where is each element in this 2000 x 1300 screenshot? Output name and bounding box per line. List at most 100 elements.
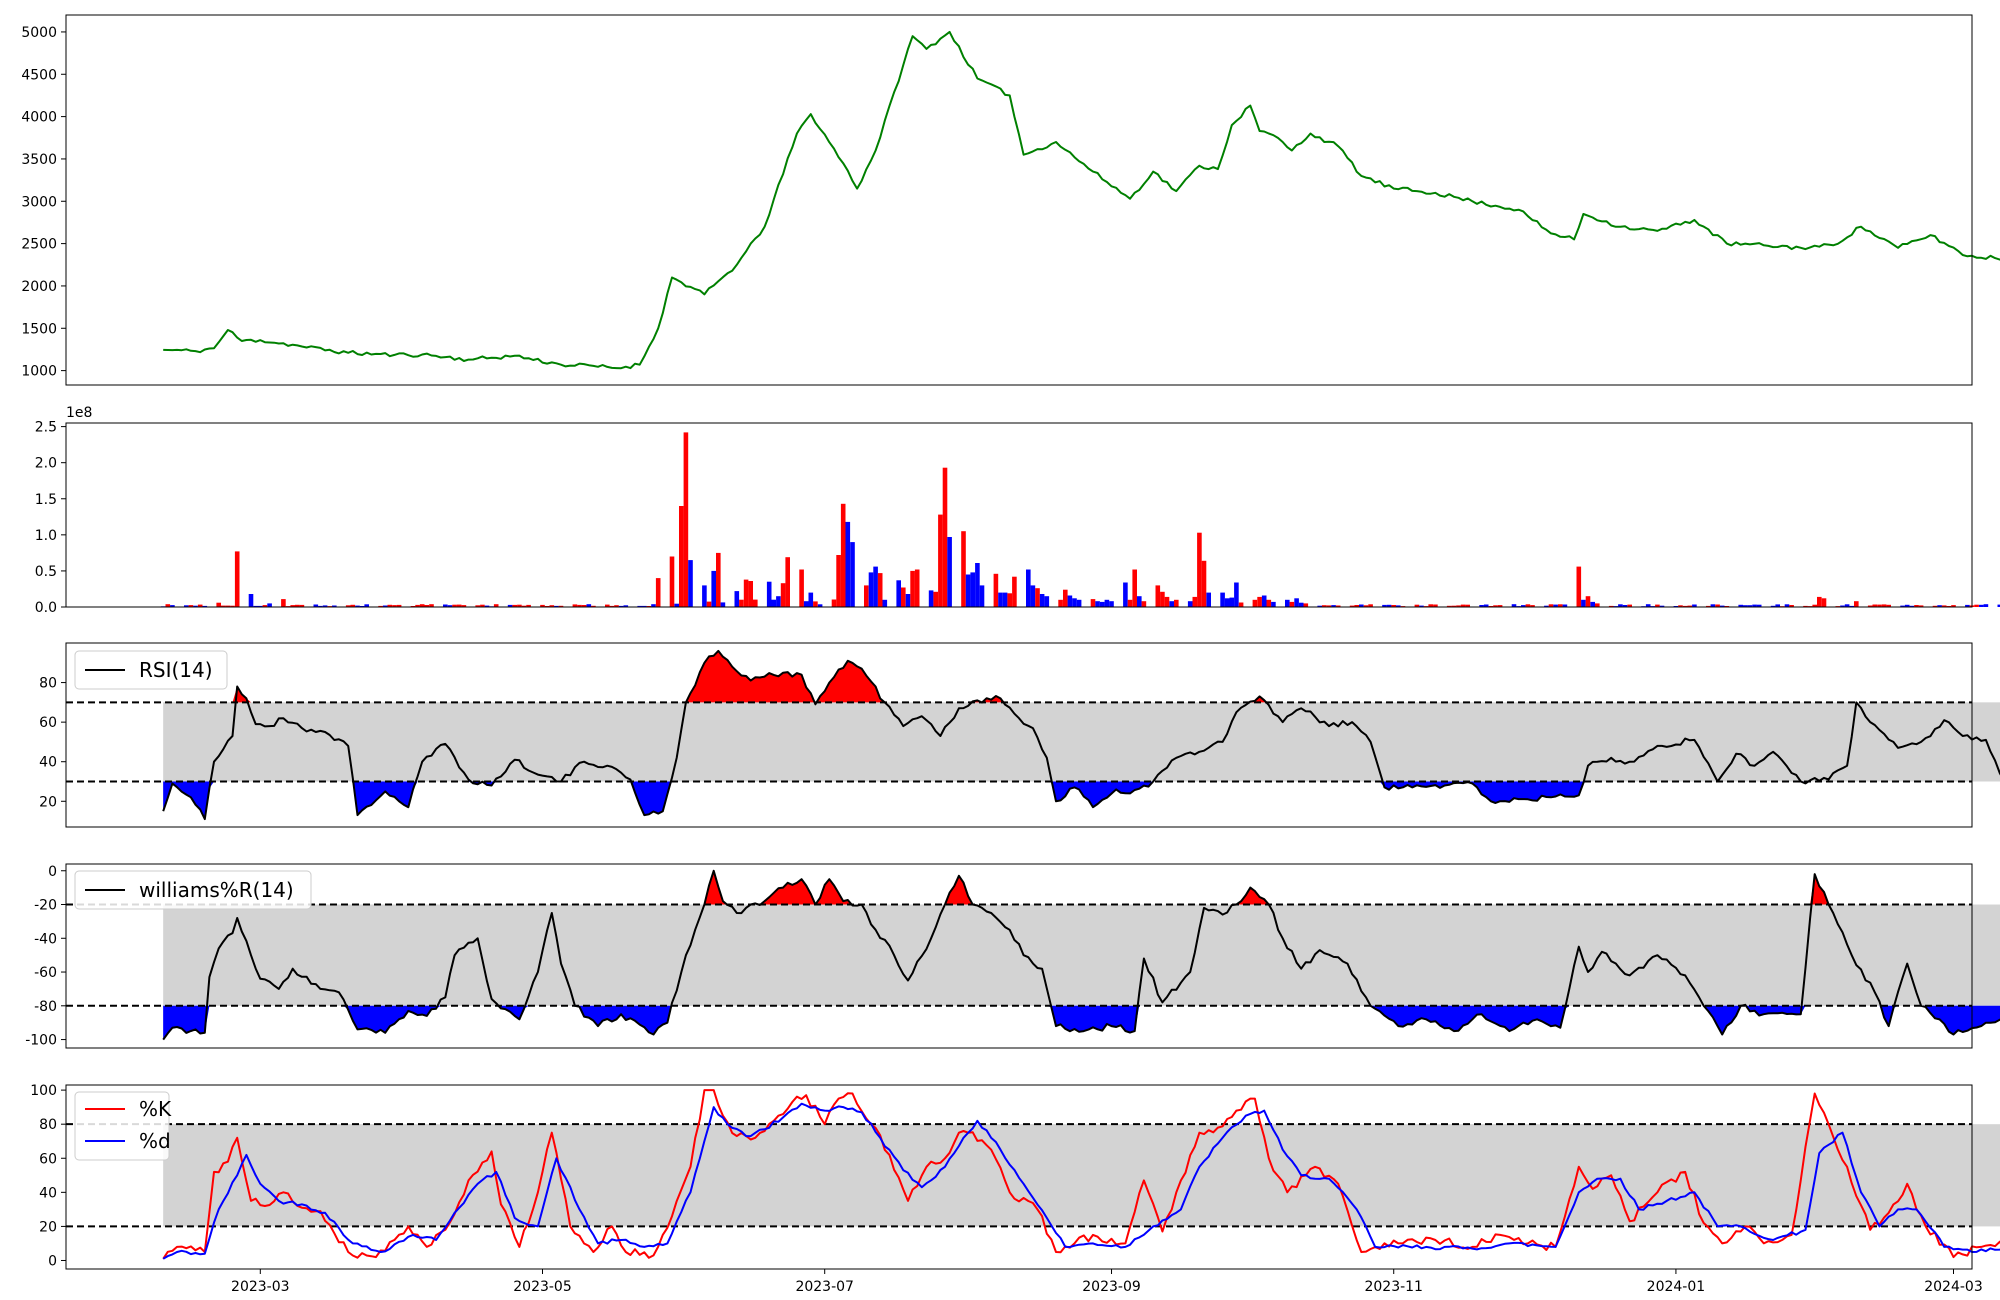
volume-bar-139 xyxy=(1063,589,1068,607)
volume-bar-44 xyxy=(447,605,453,607)
volume-bar-187 xyxy=(1368,604,1373,607)
volume-bar-210 xyxy=(1521,605,1526,607)
volume-bar-111 xyxy=(877,573,883,607)
volume-bar-145 xyxy=(1100,601,1105,607)
volume-bar-214 xyxy=(1548,604,1554,607)
volume-bar-229 xyxy=(1645,604,1651,607)
volume-bar-280 xyxy=(1974,604,1979,607)
volume-bar-194 xyxy=(1419,605,1424,607)
williams-band-fill xyxy=(163,904,2000,1006)
volume-bar-251 xyxy=(1784,604,1790,607)
volume-bar-5 xyxy=(193,605,198,607)
x-tick-label-0: 2023-03 xyxy=(231,1279,290,1295)
volume-bar-163 xyxy=(1220,592,1225,607)
volume-bar-78 xyxy=(669,556,675,607)
volume-bar-174 xyxy=(1289,601,1295,607)
volume-bar-82 xyxy=(688,560,693,607)
volume-bar-57 xyxy=(526,604,531,607)
volume-bar-268 xyxy=(1900,605,1905,607)
volume-bar-127 xyxy=(979,585,985,607)
volume-bar-122 xyxy=(947,537,952,607)
volume-bar-219 xyxy=(1581,599,1586,607)
volume-bar-177 xyxy=(1303,603,1309,607)
volume-bar-217 xyxy=(1562,604,1568,607)
volume-bar-172 xyxy=(1271,601,1276,607)
rsi-line xyxy=(162,649,2000,821)
volume-bar-17 xyxy=(267,603,272,607)
volume-bar-232 xyxy=(1659,605,1665,607)
volume-bar-96 xyxy=(780,583,786,607)
volume-bar-21 xyxy=(295,604,300,607)
stochastic-ytick-label-2: 40 xyxy=(39,1185,57,1201)
volume-bar-159 xyxy=(1192,596,1198,607)
price-ytick-label-6: 4000 xyxy=(21,110,57,126)
volume-bar-92 xyxy=(753,599,758,607)
volume-bar-98 xyxy=(799,569,804,607)
volume-bar-264 xyxy=(1872,604,1878,607)
volume-bar-50 xyxy=(484,605,490,607)
volume-bar-267 xyxy=(1886,604,1891,607)
volume-bar-24 xyxy=(318,605,323,607)
volume-bar-238 xyxy=(1706,605,1711,607)
volume-bar-123 xyxy=(961,531,966,607)
volume-bar-91 xyxy=(748,581,753,607)
stochastic-ytick-label-3: 60 xyxy=(39,1151,57,1167)
price-ytick-label-0: 1000 xyxy=(21,364,57,380)
volume-bar-144 xyxy=(1095,601,1100,607)
volume-bar-183 xyxy=(1349,605,1355,607)
volume-bar-178 xyxy=(1317,605,1322,607)
rsi-plot-layer: 20 40 60 80 xyxy=(39,642,2000,828)
volume-bar-63 xyxy=(572,604,578,607)
price-ytick-label-7: 4500 xyxy=(21,67,57,83)
k-legend-label: %K xyxy=(139,1097,172,1121)
stochastic-ytick-label-5: 100 xyxy=(30,1083,57,1099)
volume-bar-270 xyxy=(1909,605,1915,607)
volume-bar-152 xyxy=(1141,601,1147,607)
volume-bar-186 xyxy=(1363,605,1369,607)
williams-ytick-label-1: -20 xyxy=(34,898,57,914)
volume-bar-29 xyxy=(350,604,356,607)
price-panel: 1000 1500 2000 2500 3000 3500 4000 4500 5000 xyxy=(21,14,2000,386)
volume-bar-40 xyxy=(419,604,425,607)
price-ytick-label-5: 3500 xyxy=(21,152,57,168)
volume-bar-266 xyxy=(1881,604,1887,607)
volume-bar-18 xyxy=(281,599,286,607)
volume-bar-136 xyxy=(1039,594,1045,607)
price-line xyxy=(163,30,2000,370)
volume-bar-141 xyxy=(1072,598,1077,607)
volume-bar-138 xyxy=(1058,599,1063,607)
volume-bar-170 xyxy=(1261,595,1267,607)
volume-bar-119 xyxy=(933,591,938,607)
volume-bar-164 xyxy=(1224,598,1230,607)
volume-ytick-label-1: 0.5 xyxy=(35,564,57,580)
volume-bar-3 xyxy=(184,605,189,607)
volume-bar-143 xyxy=(1090,599,1096,607)
volume-bar-225 xyxy=(1618,604,1623,607)
volume-bar-90 xyxy=(743,579,749,607)
williams-frame xyxy=(65,863,1973,1049)
volume-bar-35 xyxy=(387,604,393,607)
volume-bar-274 xyxy=(1937,605,1942,607)
volume-bar-184 xyxy=(1354,605,1359,607)
volume-bar-275 xyxy=(1941,605,1947,607)
volume-bar-112 xyxy=(882,599,888,607)
volume-bar-87 xyxy=(720,602,726,607)
volume-bar-48 xyxy=(475,605,480,607)
volume-bar-253 xyxy=(1803,605,1808,607)
volume-bar-148 xyxy=(1123,582,1128,607)
volume-bar-161 xyxy=(1201,560,1207,607)
volume-bar-213 xyxy=(1544,605,1549,607)
volume-bar-41 xyxy=(424,605,430,607)
volume-bar-259 xyxy=(1840,605,1845,607)
volume-bar-236 xyxy=(1687,605,1693,607)
x-tick-label-4: 2023-11 xyxy=(1364,1279,1423,1295)
stochastic-panel: 0 20 40 60 80 100 2023-03 2023-05 2023-07 2023-09… xyxy=(30,1083,2000,1295)
volume-bar-196 xyxy=(1428,604,1433,607)
volume-bar-216 xyxy=(1558,604,1563,607)
volume-bar-114 xyxy=(901,587,906,607)
volume-bar-47 xyxy=(461,605,467,607)
volume-bar-147 xyxy=(1109,601,1114,607)
volume-bar-39 xyxy=(415,604,420,607)
volume-ytick-label-0: 0.0 xyxy=(35,600,57,616)
